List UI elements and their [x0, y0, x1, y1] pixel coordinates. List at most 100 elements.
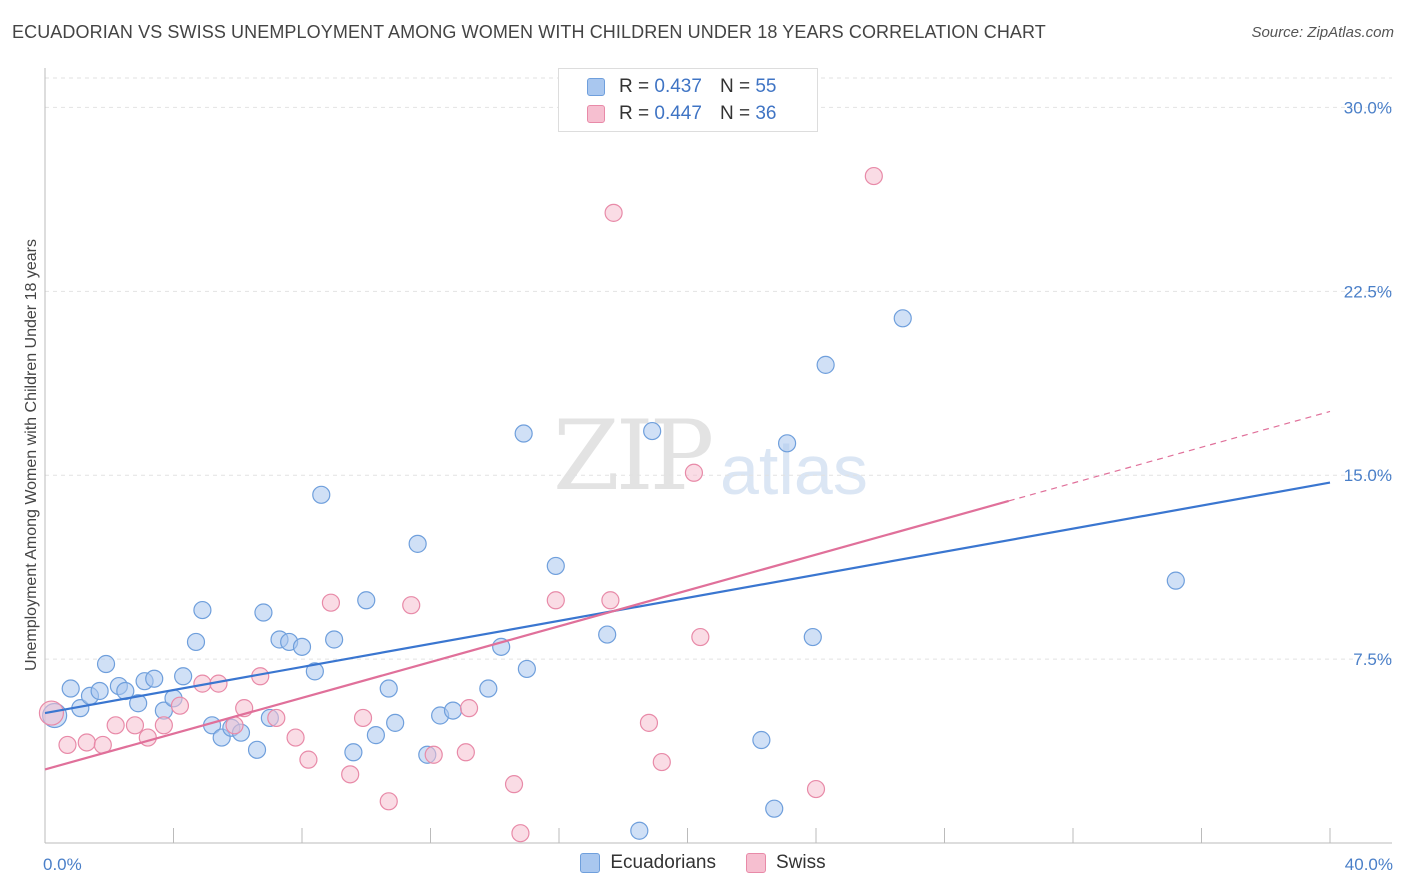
- swiss-point: [691, 627, 710, 647]
- legend-swatch-ecuadorians: [587, 78, 605, 96]
- ecuadorian-point: [193, 600, 212, 620]
- ecuadorian-point: [408, 534, 427, 553]
- swiss-point: [456, 743, 475, 762]
- legend-label-ecuadorians: Ecuadorians: [610, 852, 716, 873]
- y-tick-label: 22.5%: [1344, 282, 1392, 301]
- x-tick-label: 40.0%: [1345, 855, 1393, 874]
- tick-labels: 7.5% 15.0% 22.5% 30.0% 0.0% 40.0%: [43, 98, 1393, 874]
- swiss-point: [267, 708, 286, 728]
- watermark-zip: ZIP: [553, 400, 714, 512]
- ecuadorian-point: [816, 355, 835, 374]
- ecuadorian-point: [1166, 571, 1185, 590]
- swiss-point: [154, 716, 173, 735]
- ecuadorian-point: [174, 667, 193, 686]
- gridlines: [45, 77, 1392, 660]
- swiss-point: [652, 752, 671, 772]
- ecuadorian-point: [96, 654, 116, 674]
- swiss-point: [38, 700, 65, 726]
- ecuadorian-point: [765, 799, 784, 818]
- x-tick-label: 0.0%: [43, 855, 82, 874]
- legend-swatch-ecuadorians: [580, 853, 601, 873]
- ecuadorian-point: [752, 730, 771, 750]
- ecuadorian-point: [247, 740, 267, 759]
- ecuadorian-point: [90, 681, 109, 701]
- swiss-point: [684, 463, 704, 482]
- legend-r-label: R =: [619, 103, 650, 124]
- ecuadorian-point: [803, 627, 822, 647]
- ecuadorian-point: [386, 713, 405, 732]
- legend-label-swiss: Swiss: [776, 852, 826, 873]
- swiss-point: [511, 824, 530, 843]
- ecuadorian-point: [292, 637, 312, 656]
- y-tick-label: 7.5%: [1353, 650, 1392, 669]
- swiss-point: [601, 591, 620, 610]
- swiss-point: [106, 716, 125, 735]
- swiss-point: [639, 713, 659, 732]
- swiss-point: [170, 696, 190, 715]
- legend-n-label: N =: [719, 76, 751, 97]
- ecuadorian-point: [479, 679, 498, 698]
- ecuadorian-point: [379, 679, 398, 698]
- ecuadorian-point: [777, 434, 797, 453]
- swiss-point: [77, 733, 96, 752]
- swiss-point: [286, 728, 305, 747]
- swiss-point: [459, 699, 479, 718]
- ecuadorian-point: [186, 632, 206, 652]
- ecuadorian-point: [598, 625, 617, 644]
- ecuadorian-point: [305, 662, 324, 681]
- swiss-point: [321, 593, 341, 612]
- legend-item-ecuadorians[interactable]: Ecuadorians: [580, 852, 716, 874]
- swiss-point: [864, 166, 883, 186]
- y-tick-label: 30.0%: [1344, 98, 1392, 117]
- swiss-trend-extension: [1008, 410, 1331, 502]
- ecuadorian-point: [643, 421, 662, 441]
- source-credit: Source: ZipAtlas.com: [1251, 24, 1394, 41]
- legend-n-label: N =: [719, 103, 751, 124]
- ecuadorian-trend-line: [44, 481, 1331, 715]
- y-tick-label: 15.0%: [1344, 466, 1392, 485]
- swiss-point: [341, 765, 360, 784]
- stats-legend: R = 0.437 N = 55 R = 0.447 N = 36: [558, 68, 818, 132]
- swiss-trend-line: [44, 499, 1010, 771]
- swiss-point: [125, 716, 145, 735]
- legend-r-value: 0.437: [654, 76, 702, 97]
- ecuadorian-point: [630, 821, 649, 840]
- swiss-point: [504, 775, 524, 794]
- ecuadorian-point: [254, 603, 273, 622]
- ecuadorian-point: [514, 424, 533, 443]
- swiss-point: [353, 708, 373, 728]
- legend-n-value: 36: [755, 103, 777, 124]
- ecuadorian-point: [129, 694, 148, 713]
- swiss-point: [379, 792, 398, 811]
- series-legend: Ecuadorians Swiss: [0, 852, 1406, 874]
- legend-swatch-swiss: [746, 853, 766, 873]
- swiss-point: [424, 745, 443, 764]
- legend-swatch-swiss: [587, 105, 605, 123]
- legend-item-swiss[interactable]: Swiss: [746, 852, 826, 874]
- swiss-point: [604, 203, 623, 222]
- ecuadorian-point: [893, 309, 912, 328]
- data-points: [38, 166, 1185, 843]
- chart-title: ECUADORIAN VS SWISS UNEMPLOYMENT AMONG W…: [12, 22, 1046, 42]
- legend-row-swiss: R = 0.447 N = 36: [587, 102, 776, 126]
- swiss-point: [299, 750, 318, 769]
- ecuadorian-point: [546, 556, 565, 576]
- ecuadorian-point: [312, 485, 331, 504]
- ecuadorian-point: [145, 669, 164, 688]
- ecuadorian-point: [344, 743, 363, 762]
- ecuadorian-point: [357, 591, 376, 610]
- legend-r-label: R =: [619, 76, 650, 97]
- legend-r-value: 0.447: [654, 103, 702, 124]
- legend-n-value: 55: [755, 76, 777, 97]
- swiss-point: [58, 735, 77, 755]
- y-axis-label: Unemployment Among Women with Children U…: [23, 239, 40, 671]
- trend-lines: [44, 410, 1331, 771]
- legend-row-ecuadorians: R = 0.437 N = 55: [587, 75, 776, 99]
- ecuadorian-point: [517, 659, 536, 679]
- swiss-point: [546, 591, 565, 610]
- ecuadorian-point: [61, 679, 80, 698]
- swiss-point: [402, 596, 421, 615]
- ecuadorian-point: [325, 630, 344, 649]
- swiss-point: [806, 779, 826, 799]
